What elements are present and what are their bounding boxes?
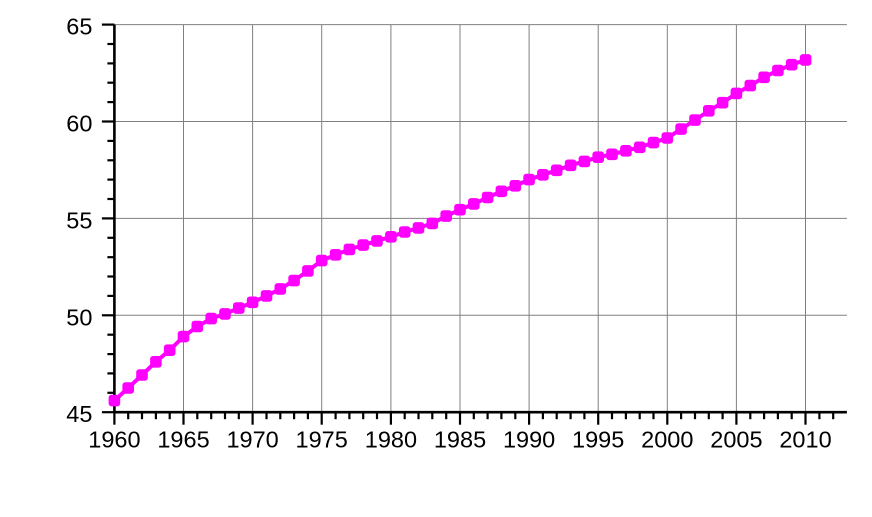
svg-text:1990: 1990: [503, 427, 555, 453]
svg-text:45: 45: [66, 401, 92, 427]
svg-text:2000: 2000: [641, 427, 693, 453]
svg-text:55: 55: [66, 207, 92, 233]
svg-text:65: 65: [66, 14, 92, 40]
svg-text:1965: 1965: [157, 427, 209, 453]
svg-text:1985: 1985: [434, 427, 486, 453]
svg-text:50: 50: [66, 304, 92, 330]
svg-text:2005: 2005: [710, 427, 762, 453]
svg-text:2010: 2010: [779, 427, 831, 453]
svg-text:1970: 1970: [226, 427, 278, 453]
svg-text:1980: 1980: [365, 427, 417, 453]
svg-text:1960: 1960: [88, 427, 140, 453]
svg-text:1975: 1975: [296, 427, 348, 453]
svg-text:1995: 1995: [572, 427, 624, 453]
svg-text:60: 60: [66, 111, 92, 137]
